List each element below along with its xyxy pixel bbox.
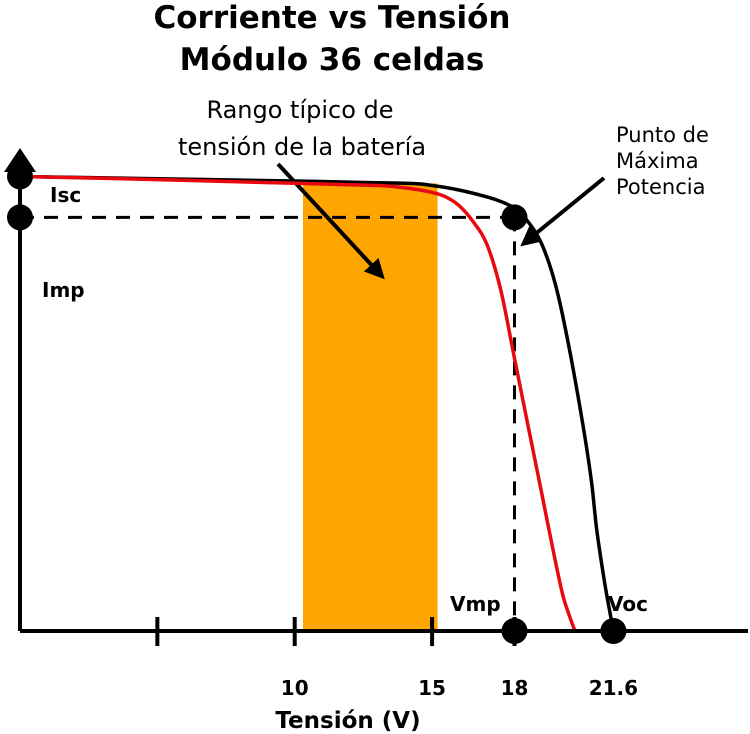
battery-range-label-line-2: tensión de la batería: [178, 133, 426, 161]
isc-label: Isc: [50, 183, 81, 207]
vmp-label: Vmp: [450, 592, 501, 616]
battery-range-label-line-1: Rango típico de: [206, 96, 393, 124]
voc-label: Voc: [608, 592, 648, 616]
x-tick-label-1: 15: [418, 676, 446, 700]
battery-range-band: [302, 183, 438, 632]
mpp-label-line-1: Punto de: [616, 123, 709, 147]
mpp-label-line-2: Máxima: [616, 149, 699, 173]
x-tick-label-3: 21.6: [589, 676, 638, 700]
point-mpp: [501, 204, 528, 231]
chart-title-line-2: Módulo 36 celdas: [180, 42, 485, 78]
x-tick-label-2: 18: [501, 676, 529, 700]
iv-curve-red: [19, 174, 577, 632]
x-tick-label-0: 10: [281, 676, 309, 700]
mpp-label-line-3: Potencia: [616, 175, 705, 199]
x-axis-title: Tensión (V): [275, 708, 420, 734]
imp-label: Imp: [42, 278, 85, 302]
y-axis-arrow: [4, 148, 36, 172]
mpp-arrow: [520, 176, 606, 247]
point-voc: [600, 618, 627, 644]
point-isc: [7, 163, 33, 190]
point-vmp: [501, 618, 528, 644]
point-imp: [7, 204, 33, 231]
chart-title-line-1: Corriente vs Tensión: [154, 0, 511, 36]
